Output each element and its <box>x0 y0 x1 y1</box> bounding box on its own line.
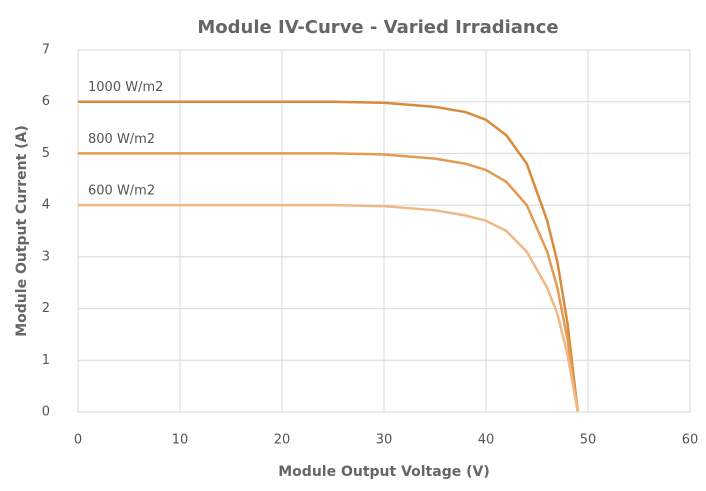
x-tick-label: 40 <box>478 433 495 448</box>
x-tick-label: 50 <box>580 433 597 448</box>
x-tick-label: 10 <box>172 433 189 448</box>
y-tick-label: 1 <box>42 353 50 368</box>
y-tick-label: 5 <box>42 146 50 161</box>
x-tick-label: 30 <box>376 433 393 448</box>
series-label: 800 W/m2 <box>88 132 155 147</box>
x-tick-label: 20 <box>274 433 291 448</box>
chart-title: Module IV-Curve - Varied Irradiance <box>197 17 558 38</box>
x-axis-title: Module Output Voltage (V) <box>278 464 489 480</box>
y-tick-label: 0 <box>42 405 50 420</box>
x-tick-label: 0 <box>74 433 82 448</box>
y-tick-label: 6 <box>42 94 50 109</box>
y-axis-title: Module Output Current (A) <box>14 125 30 337</box>
y-tick-label: 4 <box>42 198 50 213</box>
y-tick-label: 3 <box>42 249 50 264</box>
chart: Module IV-Curve - Varied Irradiance Modu… <box>0 0 706 491</box>
x-tick-label: 60 <box>682 433 699 448</box>
y-tick-label: 2 <box>42 301 50 316</box>
series-label: 600 W/m2 <box>88 184 155 199</box>
series-label: 1000 W/m2 <box>88 80 163 95</box>
page: Module IV-Curve - Varied Irradiance Modu… <box>0 0 706 491</box>
y-tick-label: 7 <box>42 43 50 58</box>
